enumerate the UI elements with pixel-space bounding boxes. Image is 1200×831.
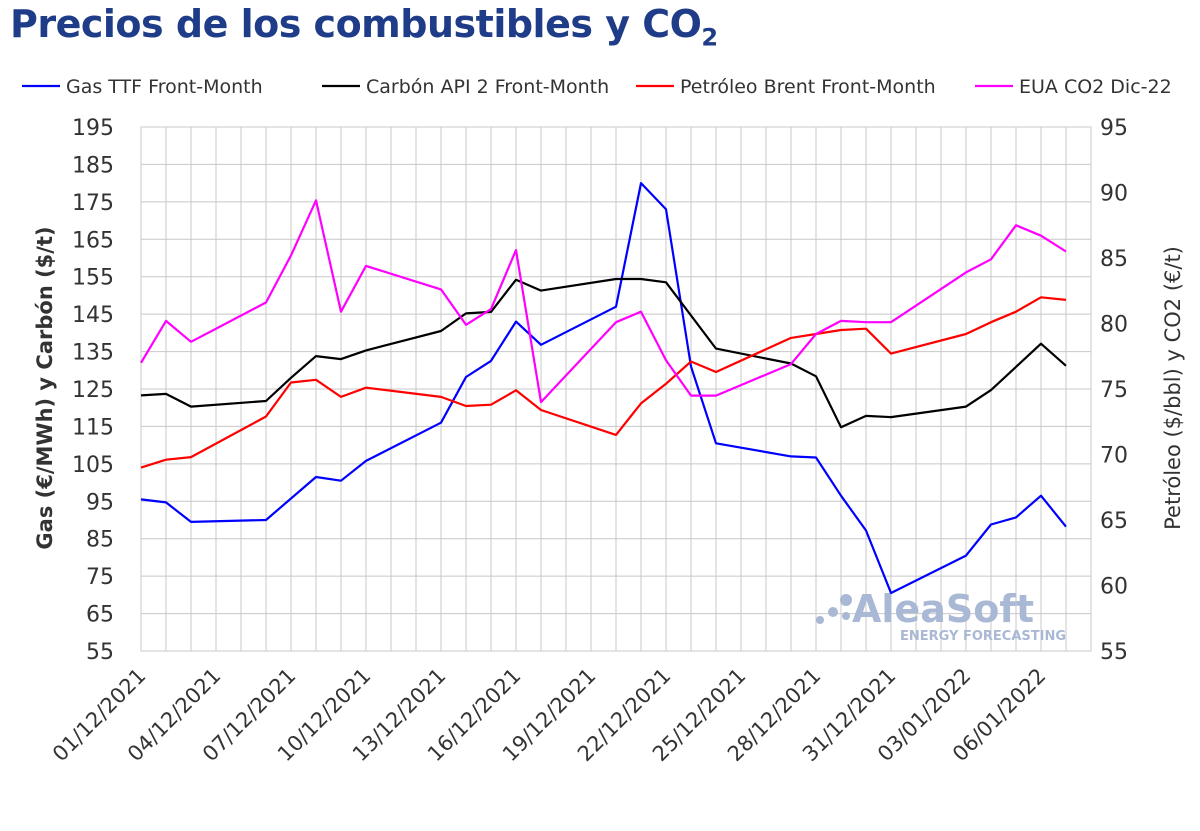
watermark-dot-icon (842, 612, 850, 620)
watermark-dot-icon (840, 594, 852, 606)
left-axis-tick-label: 125 (72, 378, 114, 403)
left-axis-tick-label: 95 (86, 490, 114, 515)
left-axis-tick-label: 135 (72, 341, 114, 366)
legend-label: Gas TTF Front-Month (66, 76, 263, 98)
aleasoft-watermark: AleaSoft ENERGY FORECASTING (816, 587, 1066, 644)
right-axis-label: Petróleo ($/bbl) y CO2 (€/t) (1161, 246, 1185, 530)
left-axis-tick-label: 75 (86, 565, 114, 590)
left-axis-tick-label: 145 (72, 303, 114, 328)
left-axis-tick-label: 185 (72, 153, 114, 178)
left-axis-tick-label: 175 (72, 191, 114, 216)
right-axis-tick-label: 90 (1100, 182, 1128, 207)
right-axis-tick-label: 85 (1100, 247, 1128, 272)
left-axis-tick-label: 85 (86, 528, 114, 553)
legend-label: EUA CO2 Dic-22 (1019, 76, 1172, 98)
left-axis-ticks: 195 185 175 165 155 145 135 125 115 105 95 85 75 65 55 (72, 116, 114, 665)
left-axis-tick-label: 105 (72, 453, 114, 478)
series-layer (140, 182, 1067, 595)
series-line-eua-co2-dic-22 (140, 199, 1067, 404)
right-axis-tick-label: 70 (1100, 444, 1128, 469)
series-line-petr-leo-brent-front-month (140, 296, 1067, 469)
chart-title: Precios de los combustibles y CO2 (10, 2, 718, 52)
grid (140, 126, 1092, 652)
left-axis-tick-label: 55 (86, 640, 114, 665)
legend-label: Petróleo Brent Front-Month (680, 76, 936, 98)
right-axis-ticks: 95 90 85 80 75 70 65 60 55 (1100, 116, 1128, 665)
watermark-dot-icon (816, 616, 824, 624)
legend: Gas TTF Front-Month Carbón API 2 Front-Mo… (22, 76, 1172, 98)
watermark-name: AleaSoft (852, 587, 1034, 631)
watermark-dot-icon (828, 607, 838, 617)
right-axis-tick-label: 60 (1100, 575, 1128, 600)
left-axis-label: Gas (€/MWh) y Carbón ($/t) (33, 226, 57, 549)
left-axis-tick-label: 155 (72, 266, 114, 291)
right-axis-tick-label: 65 (1100, 509, 1128, 534)
x-axis-ticks: 01/12/202104/12/202107/12/202110/12/2021… (48, 664, 1051, 767)
left-axis-tick-label: 195 (72, 116, 114, 141)
left-axis-tick-label: 165 (72, 228, 114, 253)
watermark-tagline: ENERGY FORECASTING (900, 629, 1066, 644)
right-axis-tick-label: 55 (1100, 640, 1128, 665)
right-axis-tick-label: 95 (1100, 116, 1128, 141)
left-axis-tick-label: 115 (72, 415, 114, 440)
series-line-carb-n-api-2-front-month (140, 277, 1067, 429)
chart-title-subscript: 2 (701, 23, 718, 52)
left-axis-tick-label: 65 (86, 603, 114, 628)
right-axis-tick-label: 75 (1100, 378, 1128, 403)
legend-label: Carbón API 2 Front-Month (366, 76, 609, 98)
right-axis-tick-label: 80 (1100, 313, 1128, 338)
chart-title-main: Precios de los combustibles y CO (10, 2, 702, 46)
series-line-gas-ttf-front-month (140, 182, 1067, 595)
